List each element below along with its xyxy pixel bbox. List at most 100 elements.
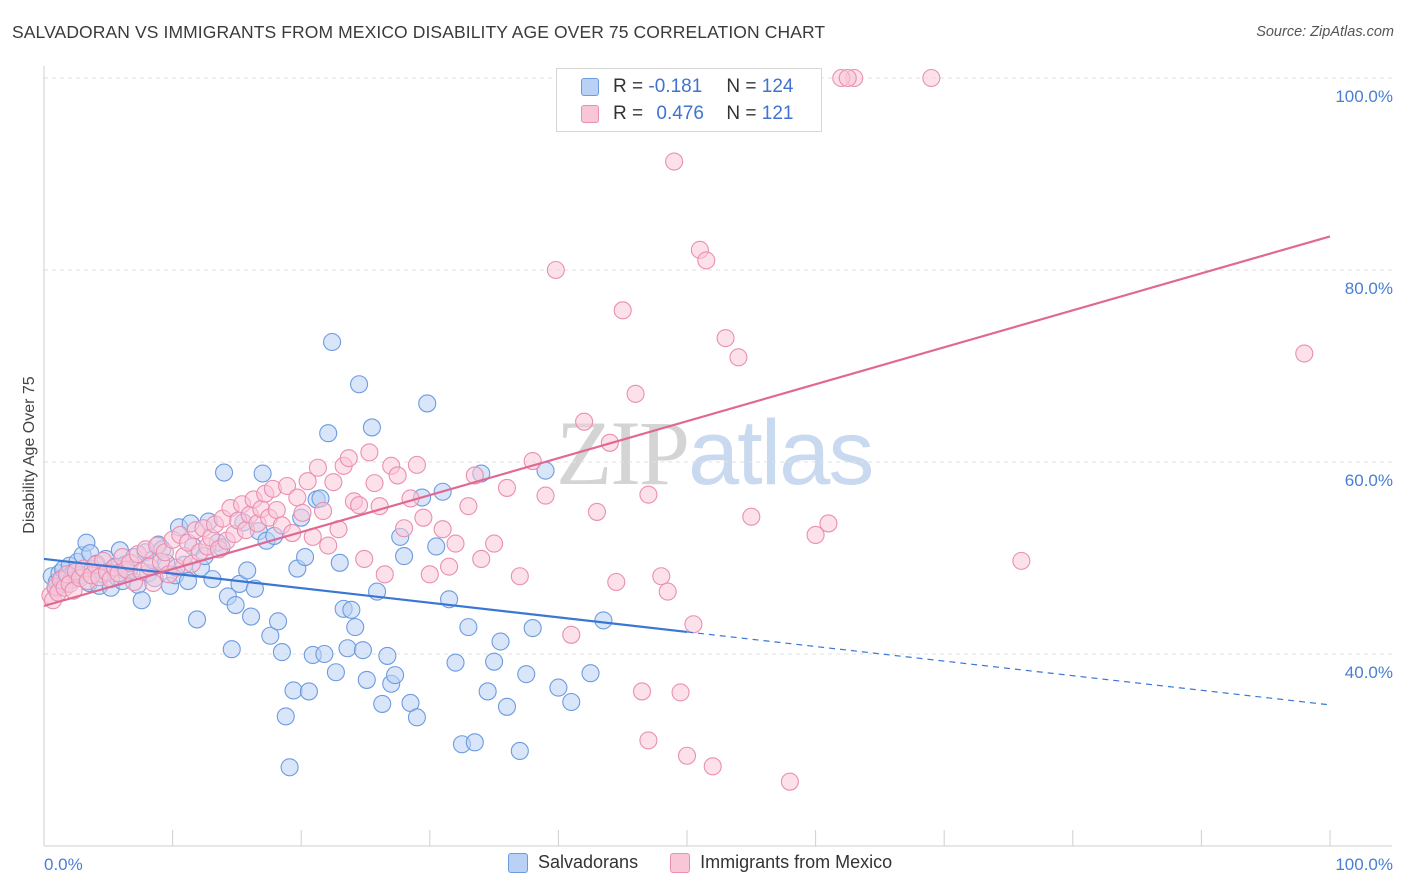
point-mexico	[388, 466, 407, 485]
point-mexico	[324, 473, 343, 492]
legend-swatch-mexico	[670, 852, 691, 873]
y-tick-label: 80.0%	[1345, 279, 1393, 298]
point-salvadorans	[226, 595, 245, 615]
point-salvadorans	[319, 424, 338, 443]
point-mexico	[562, 625, 581, 644]
point-mexico	[288, 488, 307, 507]
legend-item-mexico[interactable]: Immigrants from Mexico	[670, 852, 892, 873]
point-salvadorans	[523, 619, 542, 638]
y-tick-label: 60.0%	[1345, 471, 1393, 490]
y-axis-label: Disability Age Over 75	[21, 376, 38, 534]
point-mexico	[440, 557, 459, 576]
point-salvadorans	[378, 646, 397, 665]
point-mexico	[414, 508, 433, 527]
point-mexico	[459, 497, 478, 516]
legend-n-label: N =	[726, 76, 757, 97]
point-mexico	[546, 260, 565, 280]
y-tick-label: 100.0%	[1335, 87, 1393, 106]
series-legend: Salvadorans Immigrants from Mexico	[508, 852, 924, 873]
point-mexico	[355, 549, 374, 569]
point-salvadorans	[315, 644, 334, 664]
point-salvadorans	[253, 464, 272, 483]
source-credit: Source: ZipAtlas.com	[1256, 24, 1394, 40]
x-tick-label-max: 100.0%	[1335, 855, 1393, 874]
point-salvadorans	[373, 694, 392, 713]
point-mexico	[497, 478, 517, 497]
legend-row-mexico: R = 0.476 N = 121	[581, 101, 793, 127]
point-salvadorans	[407, 708, 426, 727]
series-immigrants-from-mexico	[41, 68, 1314, 791]
point-salvadorans	[276, 707, 295, 726]
point-mexico	[485, 534, 504, 553]
point-mexico	[665, 152, 684, 171]
legend-row-salvadorans: R = -0.181 N = 124	[581, 74, 793, 100]
point-mexico	[632, 682, 652, 701]
point-salvadorans	[581, 664, 600, 683]
y-tick-label: 40.0%	[1345, 663, 1393, 682]
point-mexico	[1295, 344, 1314, 363]
point-salvadorans	[510, 741, 529, 761]
legend-swatch-blue	[581, 78, 599, 96]
point-mexico	[308, 458, 327, 477]
point-salvadorans	[342, 600, 361, 619]
point-mexico	[510, 567, 529, 586]
legend-label-mexico: Immigrants from Mexico	[700, 852, 893, 872]
point-salvadorans	[357, 670, 376, 689]
point-salvadorans	[465, 733, 484, 752]
point-mexico	[703, 757, 722, 776]
point-mexico	[319, 536, 338, 555]
legend-r-label: R =	[613, 76, 644, 97]
point-mexico	[314, 501, 333, 521]
point-mexico	[433, 520, 452, 539]
point-salvadorans	[132, 591, 151, 610]
point-salvadorans	[362, 418, 381, 437]
point-salvadorans	[446, 653, 465, 672]
point-salvadorans	[323, 332, 342, 352]
point-salvadorans	[299, 682, 318, 701]
point-salvadorans	[427, 537, 446, 556]
point-mexico	[626, 384, 645, 403]
legend-n-value: 124	[761, 76, 794, 97]
legend-r-label: R =	[613, 103, 644, 124]
chart-title: SALVADORAN VS IMMIGRANTS FROM MEXICO DIS…	[12, 22, 826, 42]
point-salvadorans	[272, 643, 291, 662]
point-mexico	[465, 466, 484, 485]
point-mexico	[806, 525, 825, 545]
point-mexico	[677, 746, 697, 765]
point-salvadorans	[214, 463, 234, 482]
point-mexico	[607, 572, 626, 592]
point-salvadorans	[497, 697, 517, 716]
legend-swatch-salvadorans	[508, 852, 528, 873]
point-mexico	[729, 348, 748, 367]
point-salvadorans	[517, 665, 536, 684]
point-salvadorans	[594, 611, 613, 630]
legend-item-salvadorans[interactable]: Salvadorans	[508, 852, 638, 873]
point-mexico	[293, 503, 312, 522]
point-salvadorans	[326, 663, 345, 682]
point-mexico	[536, 486, 555, 505]
point-salvadorans	[296, 547, 315, 567]
point-mexico	[298, 472, 317, 491]
legend-n-label: N =	[726, 103, 757, 124]
point-mexico	[652, 567, 671, 586]
point-salvadorans	[350, 375, 369, 394]
point-mexico	[365, 474, 384, 493]
point-mexico	[395, 519, 414, 538]
point-salvadorans	[491, 632, 510, 651]
point-salvadorans	[280, 758, 299, 777]
point-mexico	[716, 329, 735, 348]
point-mexico	[819, 514, 838, 533]
point-salvadorans	[222, 640, 241, 659]
trend-lines	[43, 235, 1331, 706]
legend-r-value: 0.476	[656, 103, 704, 124]
point-salvadorans	[241, 607, 261, 626]
watermark-atlas: atlas	[688, 402, 874, 504]
point-mexico	[587, 502, 607, 521]
point-mexico	[639, 485, 658, 504]
x-tick-label-min: 0.0%	[44, 855, 83, 874]
legend-label-salvadorans: Salvadorans	[538, 852, 639, 872]
point-mexico	[697, 251, 716, 270]
point-mexico	[420, 565, 439, 584]
trend-line-salvadorans-extension	[686, 631, 1331, 706]
